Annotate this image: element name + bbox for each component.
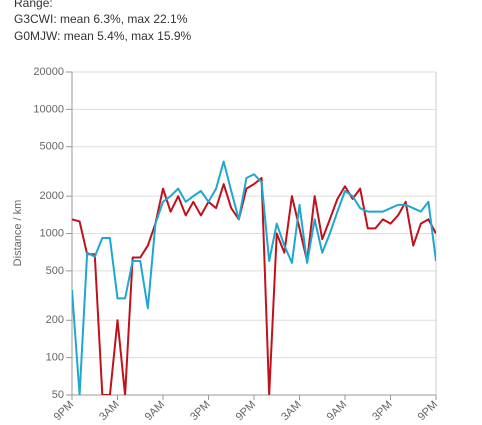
series-line xyxy=(72,176,436,395)
y-tick-label: 10000 xyxy=(33,103,64,115)
series-line xyxy=(72,160,436,395)
legend-summary: G3CWI: mean 6.3%, max 22.1% xyxy=(14,12,188,26)
x-tick-label: 9PM xyxy=(234,399,258,423)
y-tick-label: 2000 xyxy=(40,190,64,202)
x-tick-label: 3AM xyxy=(279,399,303,423)
y-tick-label: 5000 xyxy=(40,141,64,153)
y-axis-label: Distance / km xyxy=(12,200,24,267)
x-tick-label: 3PM xyxy=(188,399,212,423)
x-tick-label: 9PM xyxy=(416,399,440,423)
y-tick-label: 1000 xyxy=(40,227,64,239)
x-tick-label: 3PM xyxy=(370,399,394,423)
y-tick-label: 100 xyxy=(46,352,64,364)
y-tick-label: 200 xyxy=(46,314,64,326)
y-tick-label: 20000 xyxy=(33,66,64,78)
x-tick-label: 9AM xyxy=(143,399,167,423)
y-tick-label: 50 xyxy=(52,389,64,401)
x-tick-label: 9PM xyxy=(52,399,76,423)
legend-summary: G0MJW: mean 5.4%, max 15.9% xyxy=(14,29,192,43)
x-tick-label: 3AM xyxy=(97,399,121,423)
x-tick-label: 9AM xyxy=(325,399,349,423)
y-tick-label: 500 xyxy=(46,265,64,277)
range-label: Range: xyxy=(14,0,53,10)
